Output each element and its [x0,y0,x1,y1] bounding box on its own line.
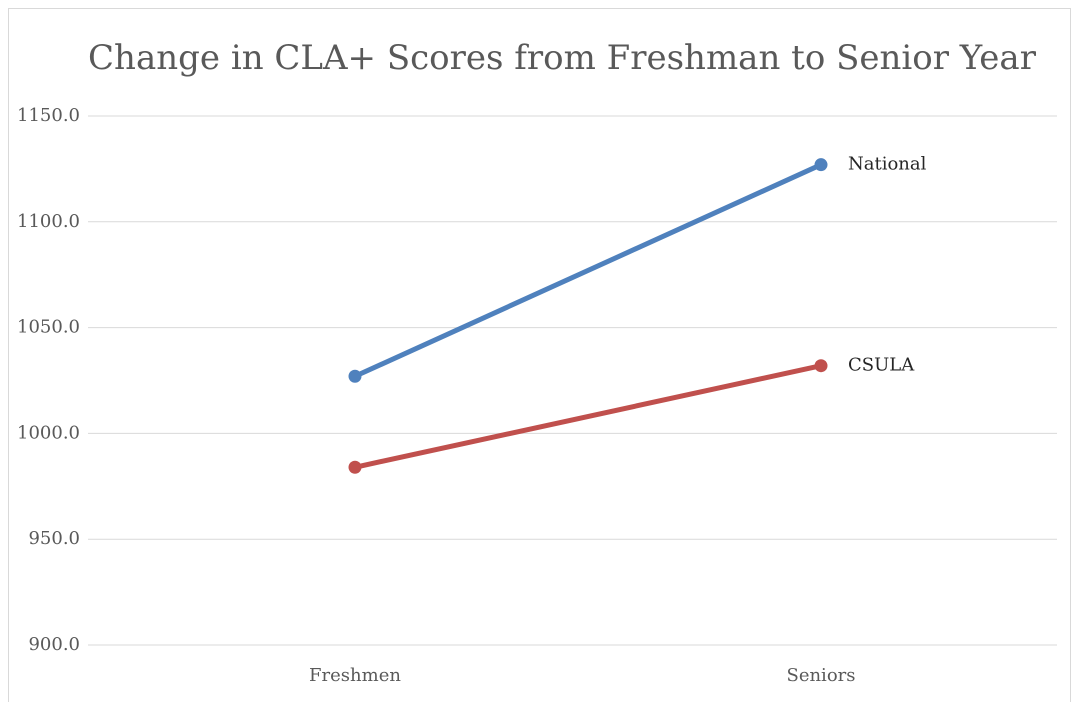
y-tick-label: 1150.0 [17,105,80,126]
data-point [814,158,828,172]
y-tick-label: 1050.0 [17,317,80,338]
data-point [814,359,828,373]
series-label: CSULA [848,355,915,376]
data-point [348,460,362,474]
chart-title: Change in CLA+ Scores from Freshman to S… [88,38,1037,78]
y-tick-label: 950.0 [28,528,80,549]
x-tick-label: Freshmen [309,665,401,686]
y-tick-label: 1000.0 [17,422,80,443]
x-tick-label: Seniors [786,665,855,686]
chart-border [8,8,1071,702]
series-line [352,363,824,470]
series-label: National [848,154,927,175]
y-tick-label: 1100.0 [17,211,80,232]
series-line [352,162,824,379]
data-point [348,369,362,383]
y-tick-label: 900.0 [28,634,80,655]
